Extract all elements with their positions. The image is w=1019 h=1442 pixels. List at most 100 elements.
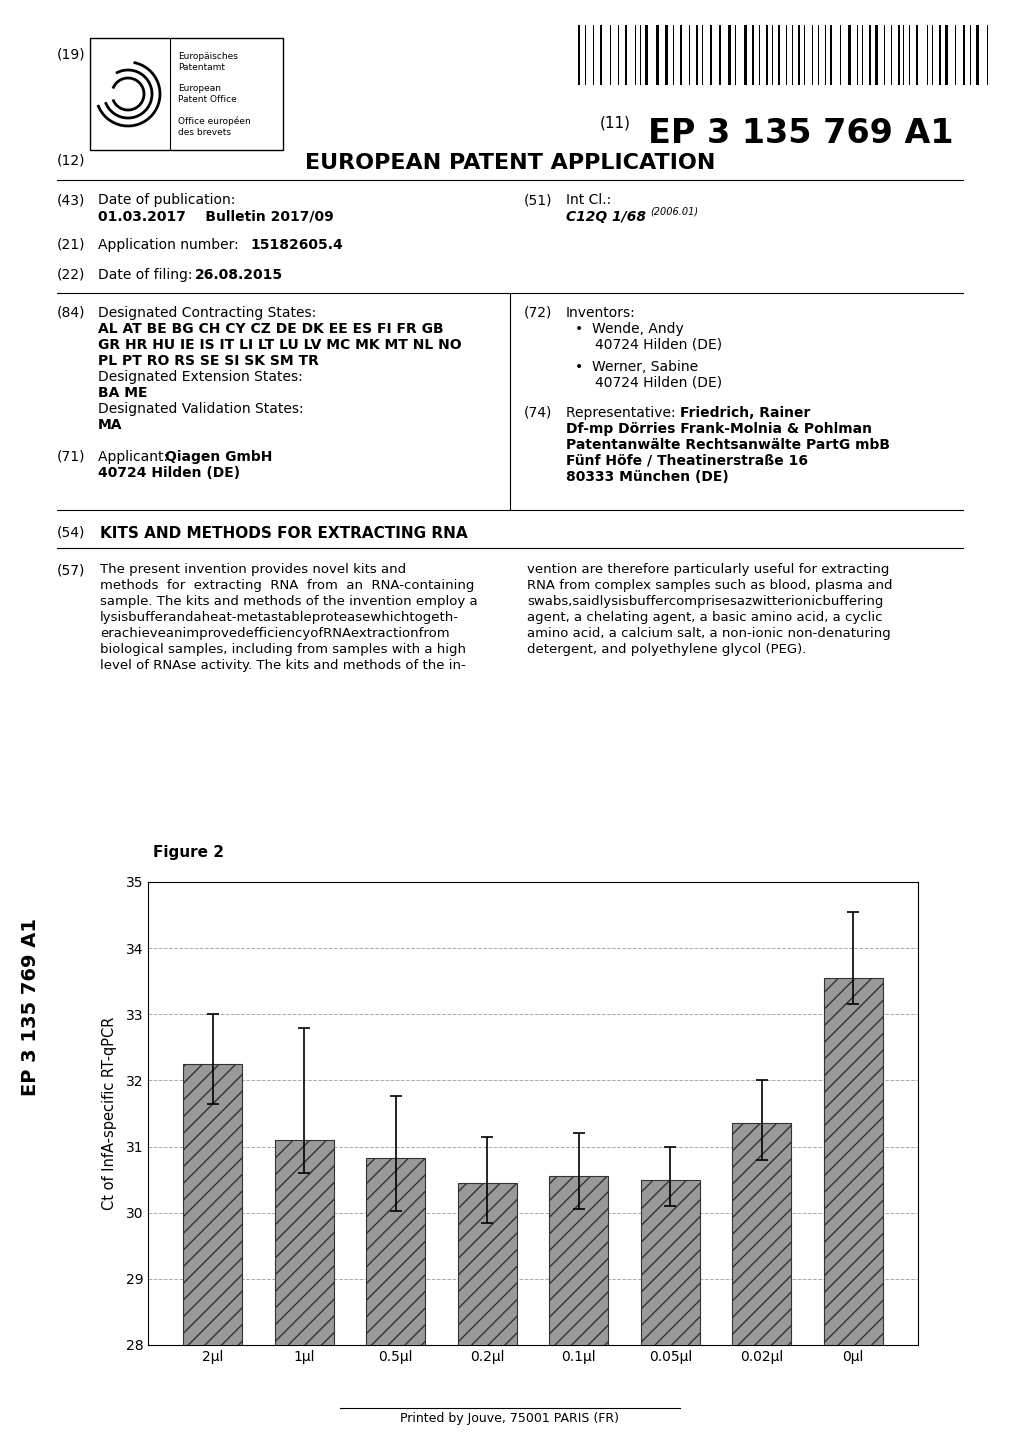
Text: (21): (21): [57, 238, 86, 252]
Bar: [625, 25, 627, 85]
Text: (19): (19): [57, 48, 86, 62]
Text: methods  for  extracting  RNA  from  an  RNA-containing: methods for extracting RNA from an RNA-c…: [100, 580, 474, 593]
Text: Friedrich, Rainer: Friedrich, Rainer: [680, 407, 809, 420]
Text: MA: MA: [98, 418, 122, 433]
Text: swabs,saidlysisbuffercomprisesazwitterionicbuffering: swabs,saidlysisbuffercomprisesazwitterio…: [527, 596, 882, 609]
Bar: [743, 25, 746, 85]
Text: (11): (11): [599, 115, 631, 130]
Bar: [732, 1123, 791, 1442]
Text: Printed by Jouve, 75001 PARIS (FR): Printed by Jouve, 75001 PARIS (FR): [400, 1412, 619, 1425]
Bar: [897, 25, 899, 85]
Text: •  Wende, Andy: • Wende, Andy: [575, 322, 683, 336]
Text: 01.03.2017    Bulletin 2017/09: 01.03.2017 Bulletin 2017/09: [98, 211, 333, 224]
Text: (84): (84): [57, 306, 86, 320]
Text: EUROPEAN PATENT APPLICATION: EUROPEAN PATENT APPLICATION: [305, 153, 714, 173]
Y-axis label: Ct of InfA-specific RT-qPCR: Ct of InfA-specific RT-qPCR: [102, 1017, 117, 1210]
Text: level of RNAse activity. The kits and methods of the in-: level of RNAse activity. The kits and me…: [100, 659, 466, 672]
Text: Designated Contracting States:: Designated Contracting States:: [98, 306, 316, 320]
Bar: [548, 1177, 608, 1442]
Text: amino acid, a calcium salt, a non-ionic non-denaturing: amino acid, a calcium salt, a non-ionic …: [527, 627, 890, 640]
Text: RNA from complex samples such as blood, plasma and: RNA from complex samples such as blood, …: [527, 580, 892, 593]
Text: 40724 Hilden (DE): 40724 Hilden (DE): [98, 466, 239, 480]
Bar: [944, 25, 947, 85]
Text: BA ME: BA ME: [98, 386, 148, 399]
Bar: [644, 25, 647, 85]
Text: Applicant:: Applicant:: [98, 450, 172, 464]
Text: AL AT BE BG CH CY CZ DE DK EE ES FI FR GB: AL AT BE BG CH CY CZ DE DK EE ES FI FR G…: [98, 322, 443, 336]
Text: KITS AND METHODS FOR EXTRACTING RNA: KITS AND METHODS FOR EXTRACTING RNA: [100, 526, 467, 541]
Bar: [822, 978, 882, 1442]
Bar: [274, 1141, 333, 1442]
Text: agent, a chelating agent, a basic amino acid, a cyclic: agent, a chelating agent, a basic amino …: [527, 611, 881, 624]
Text: (54): (54): [57, 526, 86, 539]
Bar: [655, 25, 658, 85]
Text: (74): (74): [524, 407, 552, 420]
Bar: [366, 1158, 425, 1442]
Text: •  Werner, Sabine: • Werner, Sabine: [575, 360, 697, 373]
Text: (51): (51): [524, 193, 552, 208]
Text: (57): (57): [57, 562, 86, 577]
Bar: [777, 25, 780, 85]
Bar: [695, 25, 697, 85]
Text: Figure 2: Figure 2: [153, 845, 224, 859]
Text: Df-mp Dörries Frank-Molnia & Pohlman: Df-mp Dörries Frank-Molnia & Pohlman: [566, 423, 871, 435]
Text: biological samples, including from samples with a high: biological samples, including from sampl…: [100, 643, 466, 656]
Text: (22): (22): [57, 268, 86, 283]
Text: sample. The kits and methods of the invention employ a: sample. The kits and methods of the inve…: [100, 596, 477, 609]
Text: EP 3 135 769 A1: EP 3 135 769 A1: [647, 117, 953, 150]
Text: Int Cl.:: Int Cl.:: [566, 193, 610, 208]
Text: vention are therefore particularly useful for extracting: vention are therefore particularly usefu…: [527, 562, 889, 575]
Text: 80333 München (DE): 80333 München (DE): [566, 470, 728, 485]
Text: The present invention provides novel kits and: The present invention provides novel kit…: [100, 562, 406, 575]
Text: GR HR HU IE IS IT LI LT LU LV MC MK MT NL NO: GR HR HU IE IS IT LI LT LU LV MC MK MT N…: [98, 337, 462, 352]
Text: (12): (12): [57, 153, 86, 167]
Text: Application number:: Application number:: [98, 238, 243, 252]
Text: Fünf Höfe / Theatinerstraße 16: Fünf Höfe / Theatinerstraße 16: [566, 454, 807, 469]
Text: Qiagen GmbH: Qiagen GmbH: [165, 450, 272, 464]
Bar: [664, 25, 667, 85]
Bar: [90, 37, 282, 150]
Bar: [640, 1180, 699, 1442]
Text: erachieveanimprovedefficiencyofRNAextractionfrom: erachieveanimprovedefficiencyofRNAextrac…: [100, 627, 449, 640]
Bar: [874, 25, 877, 85]
Bar: [868, 25, 870, 85]
Bar: [962, 25, 964, 85]
Text: (2006.01): (2006.01): [649, 208, 697, 216]
Bar: [728, 25, 731, 85]
Text: Office européen
des brevets: Office européen des brevets: [178, 115, 251, 137]
Bar: [718, 25, 720, 85]
Bar: [751, 25, 753, 85]
Text: detergent, and polyethylene glycol (PEG).: detergent, and polyethylene glycol (PEG)…: [527, 643, 806, 656]
Bar: [797, 25, 799, 85]
Text: (71): (71): [57, 450, 86, 464]
Text: lysisbufferandaheat-metastableproteasewhichtogeth-: lysisbufferandaheat-metastableproteasewh…: [100, 611, 459, 624]
Text: EP 3 135 769 A1: EP 3 135 769 A1: [21, 917, 41, 1096]
Text: Patentanwälte Rechtsanwälte PartG mbB: Patentanwälte Rechtsanwälte PartG mbB: [566, 438, 890, 451]
Text: Designated Validation States:: Designated Validation States:: [98, 402, 304, 415]
Text: Representative:: Representative:: [566, 407, 680, 420]
Text: PL PT RO RS SE SI SK SM TR: PL PT RO RS SE SI SK SM TR: [98, 353, 319, 368]
Bar: [578, 25, 580, 85]
Bar: [765, 25, 767, 85]
Bar: [458, 1182, 517, 1442]
Bar: [829, 25, 832, 85]
Text: C12Q 1/68: C12Q 1/68: [566, 211, 645, 224]
Text: 40724 Hilden (DE): 40724 Hilden (DE): [594, 376, 721, 389]
Text: European
Patent Office: European Patent Office: [178, 84, 236, 104]
Bar: [975, 25, 978, 85]
Bar: [847, 25, 850, 85]
Text: Inventors:: Inventors:: [566, 306, 635, 320]
Bar: [915, 25, 917, 85]
Text: Date of filing:: Date of filing:: [98, 268, 197, 283]
Text: Designated Extension States:: Designated Extension States:: [98, 371, 303, 384]
Text: (72): (72): [524, 306, 552, 320]
Bar: [680, 25, 682, 85]
Bar: [182, 1064, 243, 1442]
Text: (43): (43): [57, 193, 86, 208]
Text: 15182605.4: 15182605.4: [250, 238, 342, 252]
Bar: [599, 25, 601, 85]
Bar: [938, 25, 941, 85]
Text: 40724 Hilden (DE): 40724 Hilden (DE): [594, 337, 721, 352]
Text: Europäisches
Patentamt: Europäisches Patentamt: [178, 52, 237, 72]
Text: 26.08.2015: 26.08.2015: [195, 268, 283, 283]
